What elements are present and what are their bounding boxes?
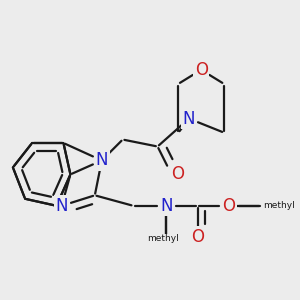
Text: O: O xyxy=(195,61,208,79)
Text: O: O xyxy=(191,228,204,246)
Text: methyl: methyl xyxy=(263,201,295,210)
Text: O: O xyxy=(223,197,236,215)
Text: N: N xyxy=(183,110,195,128)
Text: N: N xyxy=(160,197,172,215)
Text: N: N xyxy=(56,197,68,215)
Text: methyl: methyl xyxy=(147,234,179,243)
Text: O: O xyxy=(171,165,184,183)
Text: N: N xyxy=(95,152,108,169)
